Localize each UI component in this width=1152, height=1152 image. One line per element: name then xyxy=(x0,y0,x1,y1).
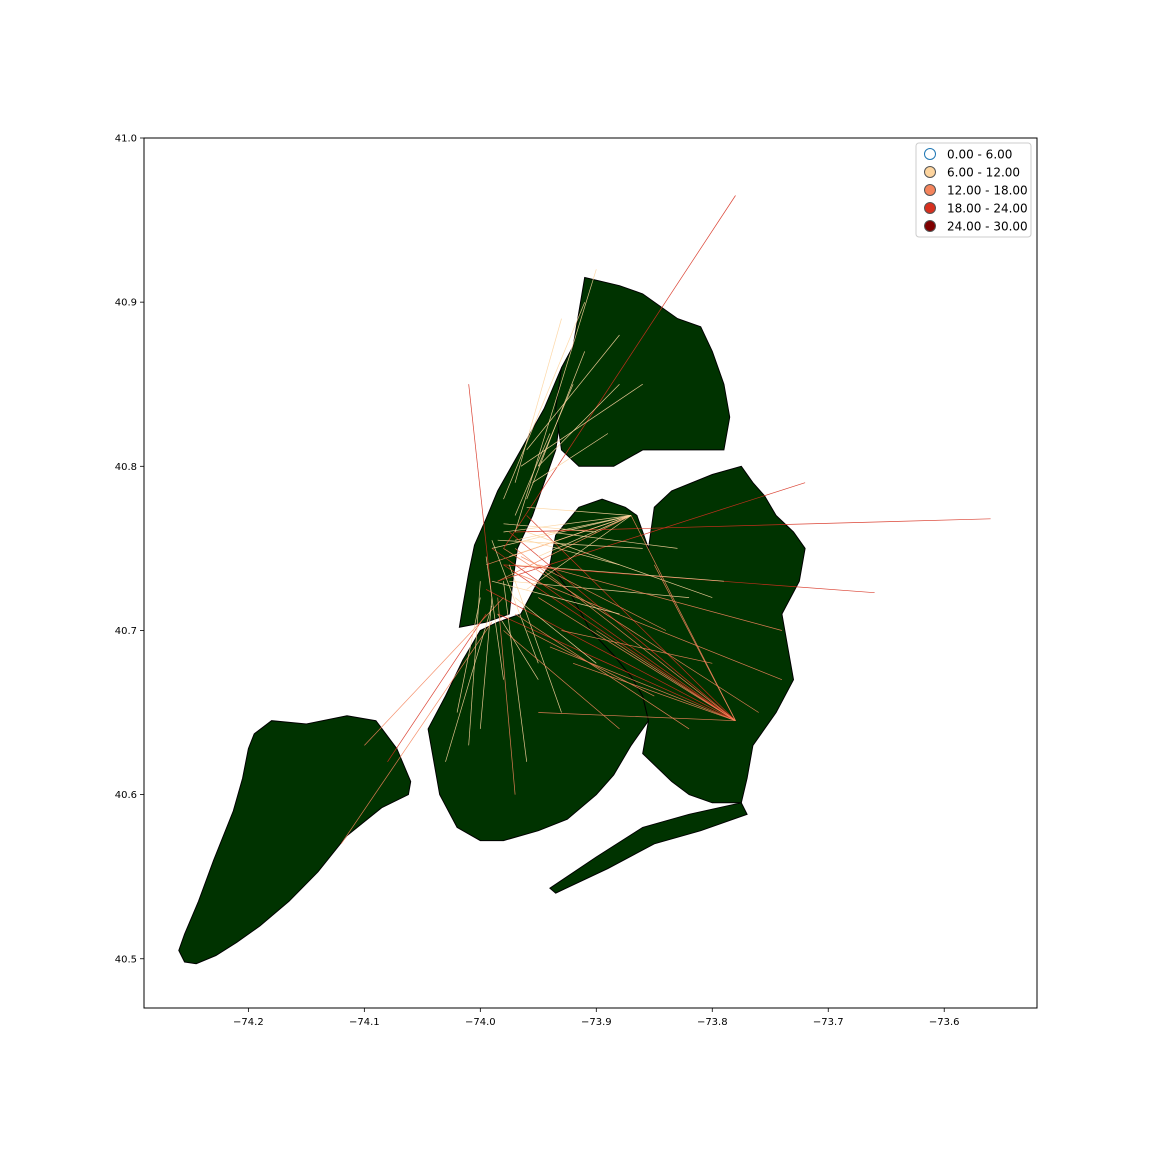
legend-label: 18.00 - 24.00 xyxy=(947,202,1028,216)
trip-line xyxy=(537,384,574,467)
legend-label: 24.00 - 30.00 xyxy=(947,220,1028,234)
y-axis: 40.5 40.6 40.7 40.8 40.9 41.0 xyxy=(115,134,144,965)
axes-frame xyxy=(143,137,1038,1009)
x-tick-label: −73.7 xyxy=(813,1017,844,1028)
legend-marker xyxy=(924,220,936,232)
trip-line xyxy=(479,597,493,729)
legend: 0.00 - 6.00 6.00 - 12.00 12.00 - 18.00 18.0… xyxy=(915,142,1032,238)
trip-line xyxy=(596,630,736,721)
trip-line xyxy=(491,540,539,664)
trip-line xyxy=(497,613,736,722)
trip-line xyxy=(514,433,551,516)
trip-line xyxy=(526,539,620,566)
legend-marker xyxy=(924,202,936,214)
y-tick-label: 40.7 xyxy=(115,626,137,637)
trip-line xyxy=(515,515,632,541)
trip-line xyxy=(538,712,736,722)
trip-line xyxy=(549,531,678,549)
trip-line xyxy=(503,195,736,549)
legend-box xyxy=(915,142,1032,238)
trip-line xyxy=(485,589,736,722)
trip-line xyxy=(561,630,713,664)
x-tick-label: −74.2 xyxy=(233,1017,264,1028)
trip-line xyxy=(630,515,736,721)
trip-line xyxy=(538,564,782,631)
trip-line xyxy=(497,613,539,680)
trip-line xyxy=(497,597,516,795)
trip-line xyxy=(503,581,528,762)
legend-marker xyxy=(924,148,936,160)
trip-line xyxy=(514,613,690,730)
x-tick-label: −73.9 xyxy=(581,1017,612,1028)
x-tick-label: −73.8 xyxy=(697,1017,728,1028)
trip-line xyxy=(491,580,620,615)
trip-line xyxy=(497,482,806,582)
x-tick-label: −73.6 xyxy=(929,1017,960,1028)
trip-line xyxy=(503,564,736,721)
legend-marker xyxy=(924,166,936,178)
trip-line xyxy=(549,646,736,722)
legend-label: 12.00 - 18.00 xyxy=(947,184,1028,198)
trip-line xyxy=(503,302,586,500)
trip-line xyxy=(514,572,783,681)
trip-line xyxy=(526,515,632,590)
borough-staten-island xyxy=(178,715,412,965)
trip-line xyxy=(532,433,609,483)
trip-line xyxy=(515,518,991,533)
trip-line xyxy=(572,662,736,722)
trip-line xyxy=(485,556,504,680)
trip-line xyxy=(503,523,597,533)
y-tick-label: 40.8 xyxy=(115,462,137,473)
trip-line xyxy=(509,580,690,598)
trip-line xyxy=(387,613,487,762)
trip-line xyxy=(503,515,632,533)
trip-line xyxy=(514,548,736,721)
trip-line xyxy=(456,597,481,713)
trip-line xyxy=(503,630,620,730)
trip-line xyxy=(340,622,493,844)
trip-line xyxy=(491,515,632,549)
trip-line xyxy=(526,506,632,516)
borough-rockaway xyxy=(549,802,748,894)
trip-line xyxy=(468,384,493,598)
legend-marker xyxy=(924,184,936,196)
trip-line xyxy=(526,630,655,697)
borough-bronx xyxy=(555,276,731,467)
trip-line xyxy=(497,539,643,549)
legend-label: 0.00 - 6.00 xyxy=(947,148,1012,162)
boroughs-layer xyxy=(178,276,806,965)
trip-line xyxy=(445,605,493,762)
trip-line xyxy=(538,597,736,721)
trip-line xyxy=(538,383,620,467)
trip-line xyxy=(497,515,632,582)
trip-line xyxy=(526,334,620,451)
trip-lines-layer xyxy=(340,195,991,844)
trip-line xyxy=(508,564,562,713)
y-tick-label: 40.9 xyxy=(115,298,137,309)
trip-line xyxy=(520,556,667,631)
trip-line xyxy=(515,564,724,582)
trip-line xyxy=(538,515,632,557)
y-tick-label: 41.0 xyxy=(115,134,137,145)
trip-line xyxy=(514,318,562,483)
x-tick-label: −74.0 xyxy=(465,1017,496,1028)
trip-line xyxy=(509,531,736,721)
trip-line xyxy=(514,269,597,533)
borough-queens xyxy=(549,465,806,804)
trip-line xyxy=(526,531,713,598)
trip-line xyxy=(520,383,643,467)
trip-line xyxy=(514,597,597,664)
legend-label: 6.00 - 12.00 xyxy=(947,166,1020,180)
y-tick-label: 40.6 xyxy=(115,790,137,801)
y-tick-label: 40.5 xyxy=(115,954,137,965)
trip-line xyxy=(364,597,504,746)
trip-line xyxy=(491,548,736,721)
trip-line xyxy=(509,515,632,557)
x-tick-label: −74.1 xyxy=(349,1017,380,1028)
x-axis: −74.2 −74.1 −74.0 −73.9 −73.8 −73.7 −73.6 xyxy=(233,1008,960,1028)
